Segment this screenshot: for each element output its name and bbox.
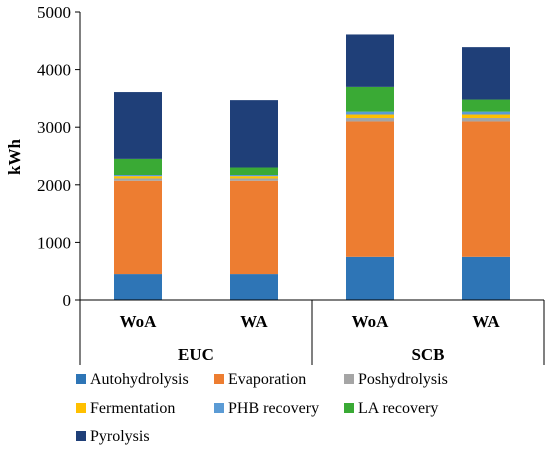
y-axis-ticks: 0 1000 2000 3000 4000 5000 bbox=[37, 3, 80, 310]
bar-segment-evaporation bbox=[346, 121, 394, 257]
bar-segment-phb-recovery bbox=[462, 111, 510, 115]
y-tick-label: 0 bbox=[63, 291, 72, 310]
legend-swatch bbox=[344, 374, 354, 384]
bar-segment-pyrolysis bbox=[114, 92, 162, 159]
legend-label: Poshydrolysis bbox=[358, 371, 448, 388]
bar-segment-pyrolysis bbox=[230, 100, 278, 168]
bar-segment-pyrolysis bbox=[462, 47, 510, 100]
y-tick-label: 1000 bbox=[37, 233, 71, 252]
bar-segment-evaporation bbox=[114, 180, 162, 275]
bar-segment-autohydrolysis bbox=[462, 256, 510, 300]
y-axis-label: kWh bbox=[5, 139, 24, 175]
legend-swatch bbox=[76, 374, 86, 384]
group-label: SCB bbox=[411, 345, 444, 364]
bar-segment-phb-recovery bbox=[346, 111, 394, 115]
category-label: WoA bbox=[120, 312, 158, 331]
bar-segment-fermentation bbox=[230, 176, 278, 179]
category-label: WA bbox=[472, 312, 500, 331]
legend-label: LA recovery bbox=[358, 400, 438, 417]
bar-segment-poshydrolysis bbox=[462, 117, 510, 122]
legend-swatch bbox=[76, 403, 86, 413]
group-label: EUC bbox=[178, 345, 214, 364]
bar-segment-pyrolysis bbox=[346, 34, 394, 87]
y-tick-label: 2000 bbox=[37, 176, 71, 195]
bar-segment-autohydrolysis bbox=[230, 274, 278, 300]
bar-segment-evaporation bbox=[230, 180, 278, 275]
legend-label: Pyrolysis bbox=[90, 428, 150, 445]
bars bbox=[114, 34, 510, 300]
legend-swatch bbox=[344, 403, 354, 413]
legend-label: Evaporation bbox=[228, 371, 306, 388]
bar-segment-phb-recovery bbox=[114, 175, 162, 177]
bar-segment-la-recovery bbox=[230, 167, 278, 176]
bar-segment-poshydrolysis bbox=[230, 178, 278, 181]
legend-swatch bbox=[214, 403, 224, 413]
bar-segment-fermentation bbox=[462, 114, 510, 118]
bar-segment-la-recovery bbox=[462, 99, 510, 112]
y-tick-label: 4000 bbox=[37, 61, 71, 80]
bar-segment-fermentation bbox=[114, 176, 162, 179]
bar-segment-evaporation bbox=[462, 121, 510, 257]
bar-segment-poshydrolysis bbox=[346, 117, 394, 122]
legend: Autohydrolysis Evaporation Poshydrolysis Fe… bbox=[76, 371, 448, 445]
category-axis: WoA WA WoA WA EUC SCB bbox=[79, 300, 545, 365]
category-label: WA bbox=[240, 312, 268, 331]
bar-segment-poshydrolysis bbox=[114, 178, 162, 181]
bar-segment-autohydrolysis bbox=[346, 256, 394, 300]
y-tick-label: 5000 bbox=[37, 3, 71, 22]
bar-segment-la-recovery bbox=[114, 158, 162, 176]
legend-swatch bbox=[76, 431, 86, 441]
bar-segment-phb-recovery bbox=[230, 175, 278, 177]
legend-label: Fermentation bbox=[90, 400, 175, 417]
bar-segment-autohydrolysis bbox=[114, 274, 162, 300]
legend-swatch bbox=[214, 374, 224, 384]
category-label: WoA bbox=[352, 312, 390, 331]
bar-segment-fermentation bbox=[346, 114, 394, 118]
y-tick-label: 3000 bbox=[37, 118, 71, 137]
bar-segment-la-recovery bbox=[346, 86, 394, 112]
legend-label: PHB recovery bbox=[228, 400, 319, 417]
legend-label: Autohydrolysis bbox=[90, 371, 189, 388]
